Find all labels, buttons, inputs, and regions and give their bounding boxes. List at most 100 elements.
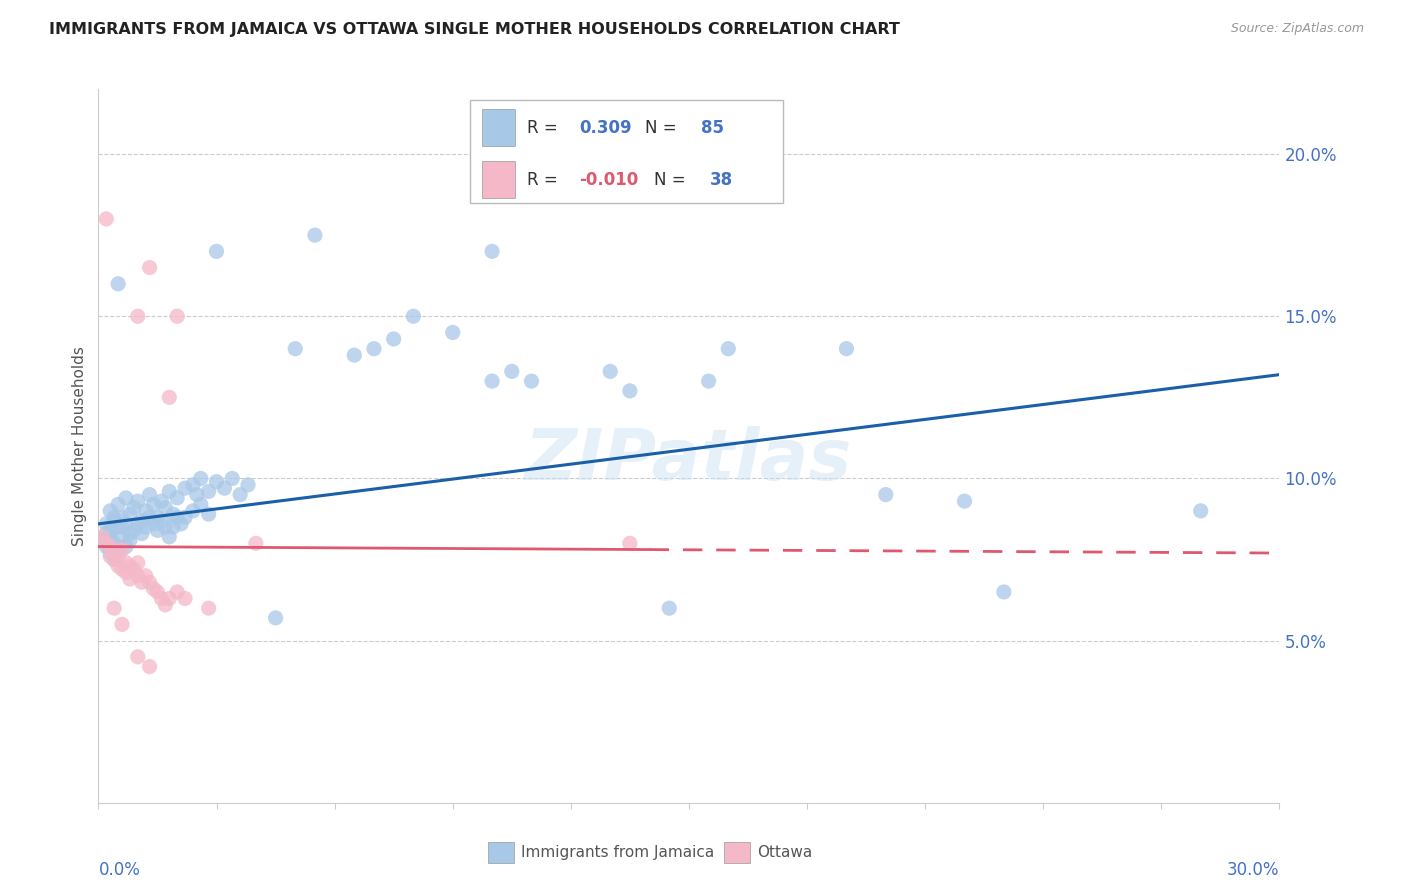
Text: Source: ZipAtlas.com: Source: ZipAtlas.com <box>1230 22 1364 36</box>
Point <box>91 530 114 544</box>
Point <box>155 598 177 612</box>
Text: N =: N = <box>654 170 690 188</box>
Point <box>111 562 134 576</box>
Point <box>501 364 523 378</box>
Point <box>599 364 621 378</box>
Point <box>170 516 193 531</box>
Point <box>107 520 129 534</box>
Point <box>155 500 177 515</box>
Point <box>111 530 134 544</box>
Text: R =: R = <box>527 119 564 136</box>
Point <box>103 552 125 566</box>
Point <box>138 575 160 590</box>
Point <box>111 510 134 524</box>
Point <box>138 510 160 524</box>
FancyBboxPatch shape <box>482 110 516 146</box>
Point <box>107 559 129 574</box>
Text: 30.0%: 30.0% <box>1227 861 1279 880</box>
Point <box>127 516 149 531</box>
Point <box>174 510 197 524</box>
Point <box>162 507 184 521</box>
Point <box>103 514 125 528</box>
FancyBboxPatch shape <box>471 100 783 203</box>
Point <box>186 488 208 502</box>
Point <box>264 611 287 625</box>
Text: N =: N = <box>645 119 682 136</box>
Point <box>96 211 118 226</box>
Point <box>174 481 197 495</box>
Text: 0.309: 0.309 <box>579 119 631 136</box>
Point <box>91 533 114 547</box>
Point <box>214 481 236 495</box>
Point <box>343 348 366 362</box>
Point <box>98 546 121 560</box>
Point <box>717 342 740 356</box>
Point <box>953 494 976 508</box>
Point <box>118 559 141 574</box>
Point <box>122 524 145 538</box>
Point <box>96 526 118 541</box>
Point <box>402 310 425 324</box>
Text: 38: 38 <box>710 170 734 188</box>
Point <box>98 530 121 544</box>
Point <box>166 491 188 505</box>
Point <box>520 374 543 388</box>
Point <box>103 552 125 566</box>
Point <box>111 520 134 534</box>
Point <box>441 326 464 340</box>
Point <box>150 591 173 606</box>
Point <box>107 549 129 564</box>
Point <box>115 556 138 570</box>
Point <box>122 562 145 576</box>
Point <box>103 601 125 615</box>
Point <box>619 384 641 398</box>
Point <box>162 520 184 534</box>
Text: Immigrants from Jamaica: Immigrants from Jamaica <box>522 845 714 860</box>
Point <box>146 524 169 538</box>
Point <box>157 530 180 544</box>
Text: 85: 85 <box>700 119 724 136</box>
Text: 0.0%: 0.0% <box>98 861 141 880</box>
Point <box>138 488 160 502</box>
Point <box>150 494 173 508</box>
Point <box>481 374 503 388</box>
Point <box>103 536 125 550</box>
Text: IMMIGRANTS FROM JAMAICA VS OTTAWA SINGLE MOTHER HOUSEHOLDS CORRELATION CHART: IMMIGRANTS FROM JAMAICA VS OTTAWA SINGLE… <box>49 22 900 37</box>
Point <box>190 471 212 485</box>
Point <box>127 649 149 664</box>
Point <box>115 540 138 554</box>
Point <box>197 601 219 615</box>
Point <box>131 526 153 541</box>
Point <box>138 659 160 673</box>
Y-axis label: Single Mother Households: Single Mother Households <box>72 346 87 546</box>
Point <box>107 277 129 291</box>
Point <box>98 504 121 518</box>
Point <box>115 491 138 505</box>
Point <box>98 524 121 538</box>
Point <box>166 510 188 524</box>
Point <box>166 310 188 324</box>
Point <box>229 488 252 502</box>
Point <box>146 510 169 524</box>
Point <box>96 540 118 554</box>
Point <box>111 542 134 557</box>
Point <box>157 591 180 606</box>
FancyBboxPatch shape <box>724 842 751 863</box>
Point <box>658 601 681 615</box>
Point <box>135 504 157 518</box>
Point <box>284 342 307 356</box>
Point <box>135 520 157 534</box>
Point <box>115 516 138 531</box>
Point <box>142 582 165 596</box>
Point <box>115 566 138 580</box>
Point <box>146 585 169 599</box>
Point <box>118 507 141 521</box>
Point <box>197 507 219 521</box>
Point <box>181 504 204 518</box>
Point <box>142 497 165 511</box>
Point <box>205 475 228 489</box>
Text: -0.010: -0.010 <box>579 170 638 188</box>
Point <box>155 520 177 534</box>
Point <box>382 332 405 346</box>
Point <box>221 471 243 485</box>
